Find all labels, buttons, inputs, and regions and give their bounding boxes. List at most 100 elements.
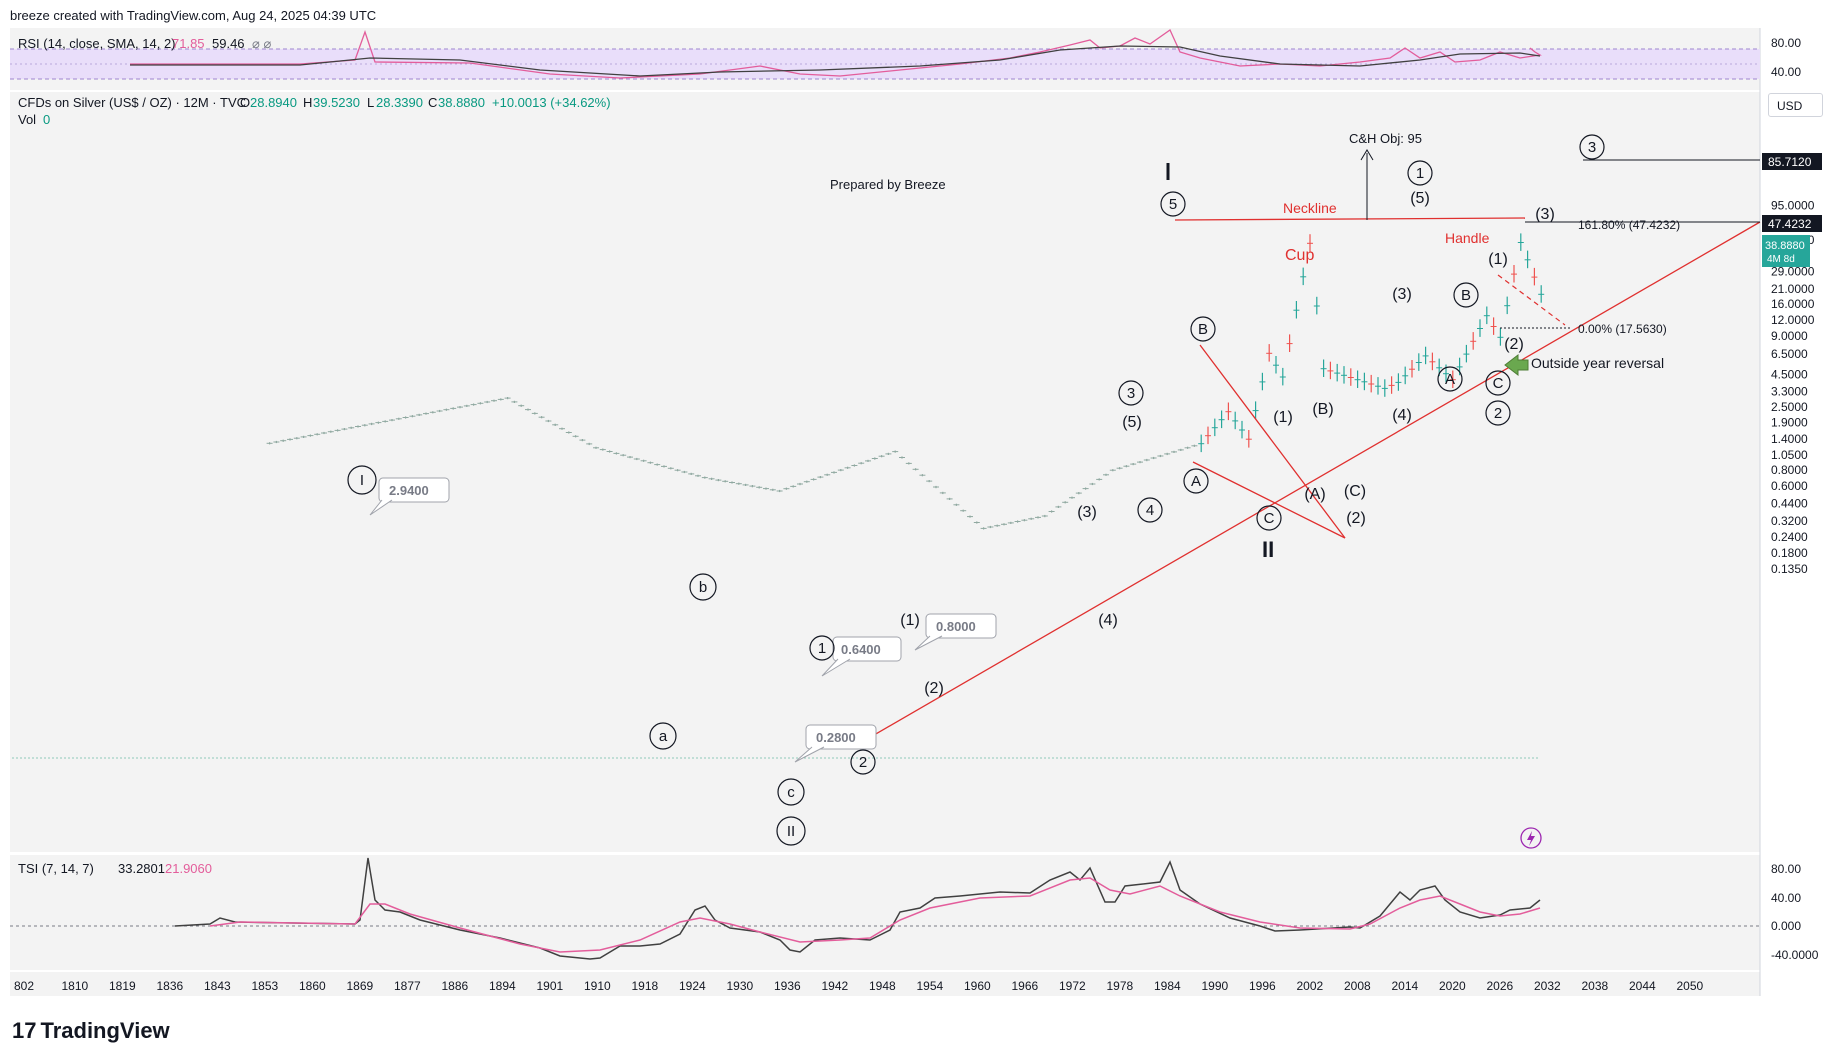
time-axis-label: 1819 (109, 979, 136, 993)
wedge-lower-line (1192, 461, 1346, 539)
ohlc-c: 38.8880 (438, 95, 485, 110)
price-axis-label: 95.0000 (1771, 199, 1815, 213)
outside-reversal-arrow-icon (1504, 353, 1529, 377)
ch-objective: C&H Obj: 95 (1349, 131, 1422, 146)
prepared-by: Prepared by Breeze (830, 177, 946, 192)
symbol-line: CFDs on Silver (US$ / OZ) · 12M · TVC (18, 95, 246, 110)
time-axis-label: 1853 (252, 979, 279, 993)
time-axis-label: 2020 (1439, 979, 1466, 993)
ohlc-c-label: C (428, 95, 437, 110)
vol-label: Vol (18, 112, 36, 127)
time-axis-label: 1960 (964, 979, 991, 993)
wave-circle-b (689, 573, 717, 601)
fib-161-label: 161.80% (47.4232) (1578, 218, 1680, 232)
wave-paren-5: (5) (1410, 190, 1430, 207)
wave-circle-3 (1118, 380, 1144, 406)
price-axis-label: 21.0000 (1771, 282, 1815, 296)
wave-paren-5: (5) (1122, 414, 1142, 431)
vol-value: 0 (43, 112, 50, 127)
tradingview-logo: ⁡17 TradingView (12, 1018, 170, 1044)
rsi-line (130, 29, 1542, 79)
time-axis-label: 1869 (347, 979, 374, 993)
rsi-value-1: 71.85 (172, 36, 205, 51)
wave-paren-2: (2) (1346, 510, 1366, 527)
price-axis-label: 4.5000 (1771, 368, 1808, 382)
tradingview-brand: TradingView (40, 1018, 170, 1043)
callout-2940-text: 2.9400 (389, 483, 429, 498)
price-tag-countdown: 4M 8d (1767, 254, 1795, 265)
fib-0-label: 0.00% (17.5630) (1578, 322, 1667, 336)
wave-paren-1: (1) (1273, 409, 1293, 426)
tsi-label: TSI (7, 14, 7) (18, 861, 94, 876)
wave-circle-label: 1 (818, 640, 826, 657)
price-tag-last-text: 38.8880 (1765, 240, 1805, 252)
wave-circle-label: b (699, 579, 707, 596)
wave-circle-5 (1160, 191, 1186, 217)
time-axis-label: 2014 (1392, 979, 1419, 993)
price-tag-last (1762, 235, 1810, 267)
time-axis-label: 2008 (1344, 979, 1371, 993)
wave-circle-label: 3 (1127, 385, 1135, 402)
price-axis-label: 16.0000 (1771, 297, 1815, 311)
currency-button[interactable]: USD (1768, 93, 1823, 117)
wave-circle-b (1190, 316, 1216, 342)
time-axis-label: 1984 (1154, 979, 1181, 993)
time-axis-label: 802 (14, 979, 34, 993)
price-tag-4742 (1762, 215, 1822, 232)
wave-paren-3: (3) (1392, 286, 1412, 303)
time-axis-label: 1924 (679, 979, 706, 993)
ohlc-o-label: O (240, 95, 250, 110)
wave-circle-4 (1137, 497, 1163, 523)
tsi-signal-line (209, 877, 1541, 953)
rsi-extra: ⌀ ⌀ (252, 36, 271, 51)
time-axis-label: 1966 (1012, 979, 1039, 993)
wave-circle-label: 5 (1169, 196, 1177, 213)
price-tag-4742-text: 47.4232 (1768, 217, 1812, 231)
wave-circle-label: 4 (1146, 502, 1154, 519)
time-axis-label: 1910 (584, 979, 611, 993)
callout-0640: 0.6400 (821, 636, 902, 677)
tsi-axis-0: 0.000 (1771, 919, 1801, 933)
wave-circle-c (1485, 370, 1511, 396)
wave-paren-c: (C) (1344, 483, 1366, 500)
ohlc-l-label: L (367, 95, 374, 110)
wave-circle-label: A (1445, 371, 1455, 388)
wave-circle-label: B (1198, 321, 1208, 338)
price-axis-label: 2.5000 (1771, 400, 1808, 414)
time-axis-label: 1843 (204, 979, 231, 993)
wave-paren-b: (B) (1312, 401, 1333, 418)
wave-circle-2 (850, 749, 876, 775)
lightning-icon[interactable] (1520, 827, 1542, 849)
time-axis-label: 1936 (774, 979, 801, 993)
handle-label: Handle (1445, 230, 1490, 246)
wave-circle-label: II (787, 823, 795, 840)
time-axis-label: 1810 (62, 979, 89, 993)
time-axis-label: 2026 (1487, 979, 1514, 993)
price-axis-label: 3.3000 (1771, 385, 1808, 399)
tradingview-logo-icon: ⁡17 (12, 1018, 37, 1043)
time-axis-label: 1860 (299, 979, 326, 993)
handle-dashed-line (1497, 274, 1566, 326)
price-axis-label: 0.2400 (1771, 530, 1808, 544)
time-axis-label: 2044 (1629, 979, 1656, 993)
wave-paren-1: (1) (900, 612, 920, 629)
wave-circle-label: C (1493, 375, 1504, 392)
wedge-upper-line (1199, 344, 1346, 539)
time-axis-label: 1930 (727, 979, 754, 993)
wave-circle-label: 2 (859, 754, 867, 771)
time-axis-label: 1836 (157, 979, 184, 993)
tsi-line (174, 857, 1541, 960)
price-axis-label: 0.6000 (1771, 479, 1808, 493)
time-axis-label: 1972 (1059, 979, 1086, 993)
wave-circle-c (777, 778, 805, 806)
time-axis-label: 2038 (1582, 979, 1609, 993)
callout-0640-text: 0.6400 (841, 642, 881, 657)
time-axis-label: 1886 (442, 979, 469, 993)
wave-circle-label: a (659, 728, 668, 745)
wave-paren-1: (1) (1488, 251, 1508, 268)
time-axis-pane (10, 972, 1760, 996)
outside-year-label: Outside year reversal (1531, 355, 1664, 371)
wave-paren-4: (4) (1098, 612, 1118, 629)
time-axis-label: 1901 (537, 979, 564, 993)
